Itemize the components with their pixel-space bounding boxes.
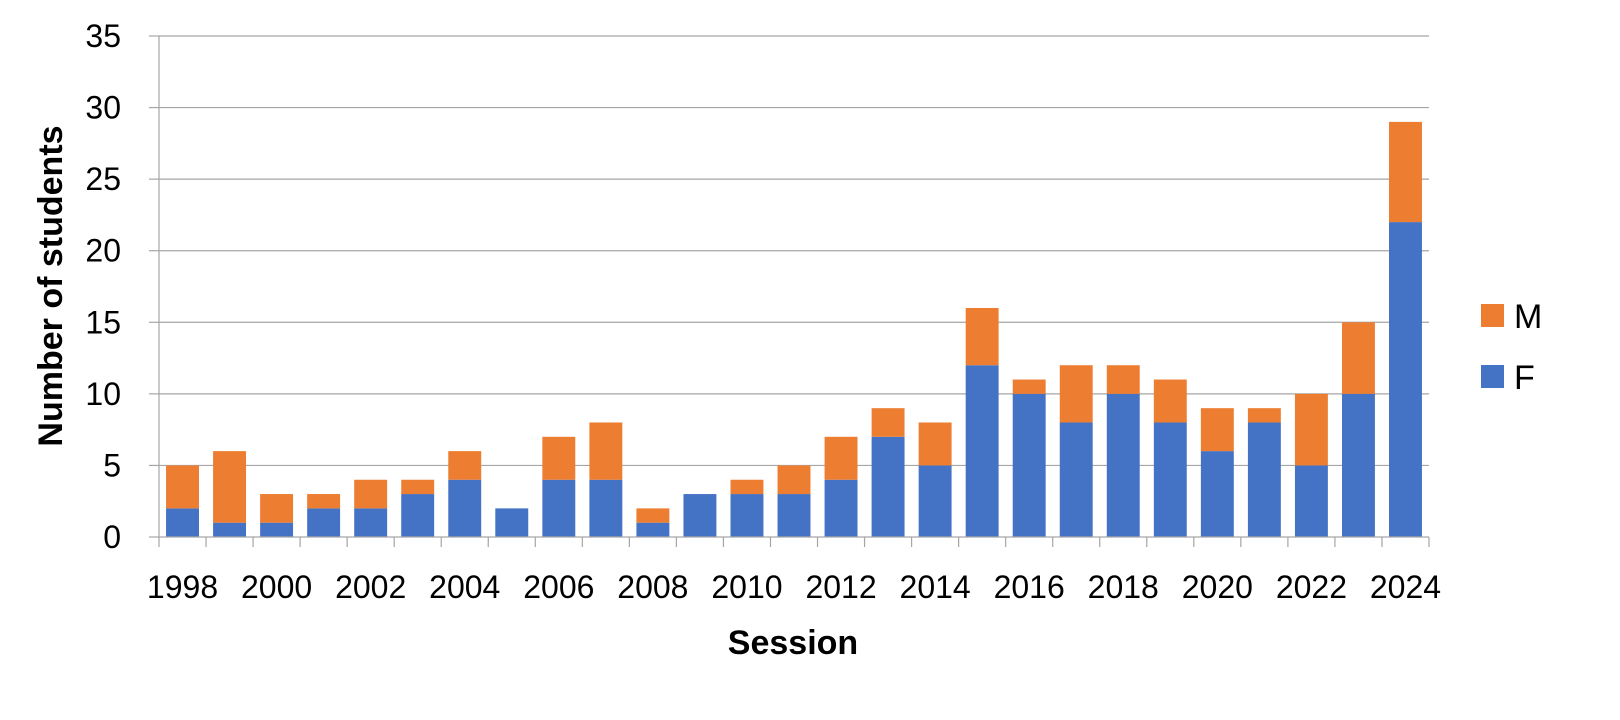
bar-F-2007 [589,479,623,537]
y-tick-labels: 0 5 10 15 20 25 30 35 [85,18,121,555]
x-tick-label: 2006 [523,569,594,605]
x-tick-label: 2010 [711,569,782,605]
x-tick-label: 2004 [429,569,500,605]
bar-F-2022 [1294,465,1328,537]
x-tick-label: 2002 [335,569,406,605]
bar-F-1999 [213,522,247,537]
bar-M-2022 [1294,393,1328,466]
bar-M-2020 [1200,408,1234,452]
x-tick-label: 2012 [805,569,876,605]
bar-M-2011 [777,465,811,495]
bar-F-2017 [1059,422,1093,537]
bar-M-2016 [1012,379,1046,394]
gridlines [159,35,1429,467]
axes [149,35,1430,547]
bar-M-1999 [213,451,247,523]
bar-M-1998 [166,465,199,509]
x-tick-label: 2000 [241,569,312,605]
x-tick-label: 2008 [617,569,688,605]
bar-F-2000 [260,522,294,537]
x-tick-label: 2022 [1276,569,1347,605]
y-tick-label: 15 [85,304,121,340]
bar-F-2012 [824,479,858,537]
bar-F-2011 [777,494,811,537]
bar-F-1998 [166,508,199,537]
bar-F-2023 [1341,393,1375,537]
bar-M-2006 [542,436,576,480]
y-tick-label: 35 [85,18,121,54]
bar-F-2021 [1247,422,1281,537]
x-tick-label: 1998 [147,569,218,605]
bar-M-2019 [1153,379,1187,423]
legend-label-F: F [1514,359,1535,397]
bar-M-2008 [636,508,670,523]
bars [166,121,1422,538]
bar-F-2010 [730,494,764,537]
bar-M-2003 [401,479,435,495]
y-tick-label: 10 [85,376,121,412]
bar-M-2017 [1059,365,1093,423]
bar-F-2008 [636,522,670,537]
y-tick-label: 5 [103,447,121,483]
bar-F-2013 [871,436,905,537]
legend-swatch-F [1481,365,1504,388]
bar-F-2001 [307,508,341,537]
bar-M-2013 [871,408,905,437]
bar-F-2009 [683,494,717,537]
bar-F-2024 [1389,222,1422,538]
bar-M-2015 [965,307,999,366]
y-tick-label: 20 [85,233,121,269]
bar-M-2004 [448,451,482,480]
legend: MF [1481,298,1542,397]
x-tick-label: 2014 [900,569,971,605]
x-tick-labels: 1998 2000 2002 2004 2006 2008 2010 2012 2014 2016… [147,569,1441,605]
legend-swatch-M [1481,304,1504,327]
bar-F-2018 [1106,393,1140,537]
bar-F-2006 [542,479,576,537]
legend-label-M: M [1514,298,1542,336]
x-tick-label: 2018 [1088,569,1159,605]
bar-M-2010 [730,479,764,495]
bar-M-2012 [824,436,858,480]
bar-F-2015 [965,365,999,537]
bar-M-2002 [354,479,388,509]
bar-M-2000 [260,494,294,523]
y-tick-label: 30 [85,90,121,126]
bar-F-2016 [1012,393,1046,537]
bar-M-2001 [307,494,341,509]
x-tick-label: 2024 [1370,569,1441,605]
y-axis-title: Number of students [32,125,70,446]
y-tick-label: 0 [103,519,121,555]
bar-F-2019 [1153,422,1187,537]
bar-F-2004 [448,479,482,537]
bar-M-2014 [918,422,952,466]
x-tick-label: 2020 [1182,569,1253,605]
bar-M-2007 [589,422,623,480]
bar-F-2003 [401,494,435,537]
x-tick-label: 2016 [994,569,1065,605]
bar-M-2021 [1247,408,1281,423]
bar-M-2023 [1341,322,1375,394]
bar-F-2005 [495,508,529,537]
y-tick-label: 25 [85,161,121,197]
x-axis-title: Session [728,624,858,662]
bar-F-2020 [1200,451,1234,537]
bar-F-2014 [918,465,952,537]
bar-M-2018 [1106,365,1140,394]
bar-F-2002 [354,508,388,537]
bar-M-2024 [1389,121,1422,223]
